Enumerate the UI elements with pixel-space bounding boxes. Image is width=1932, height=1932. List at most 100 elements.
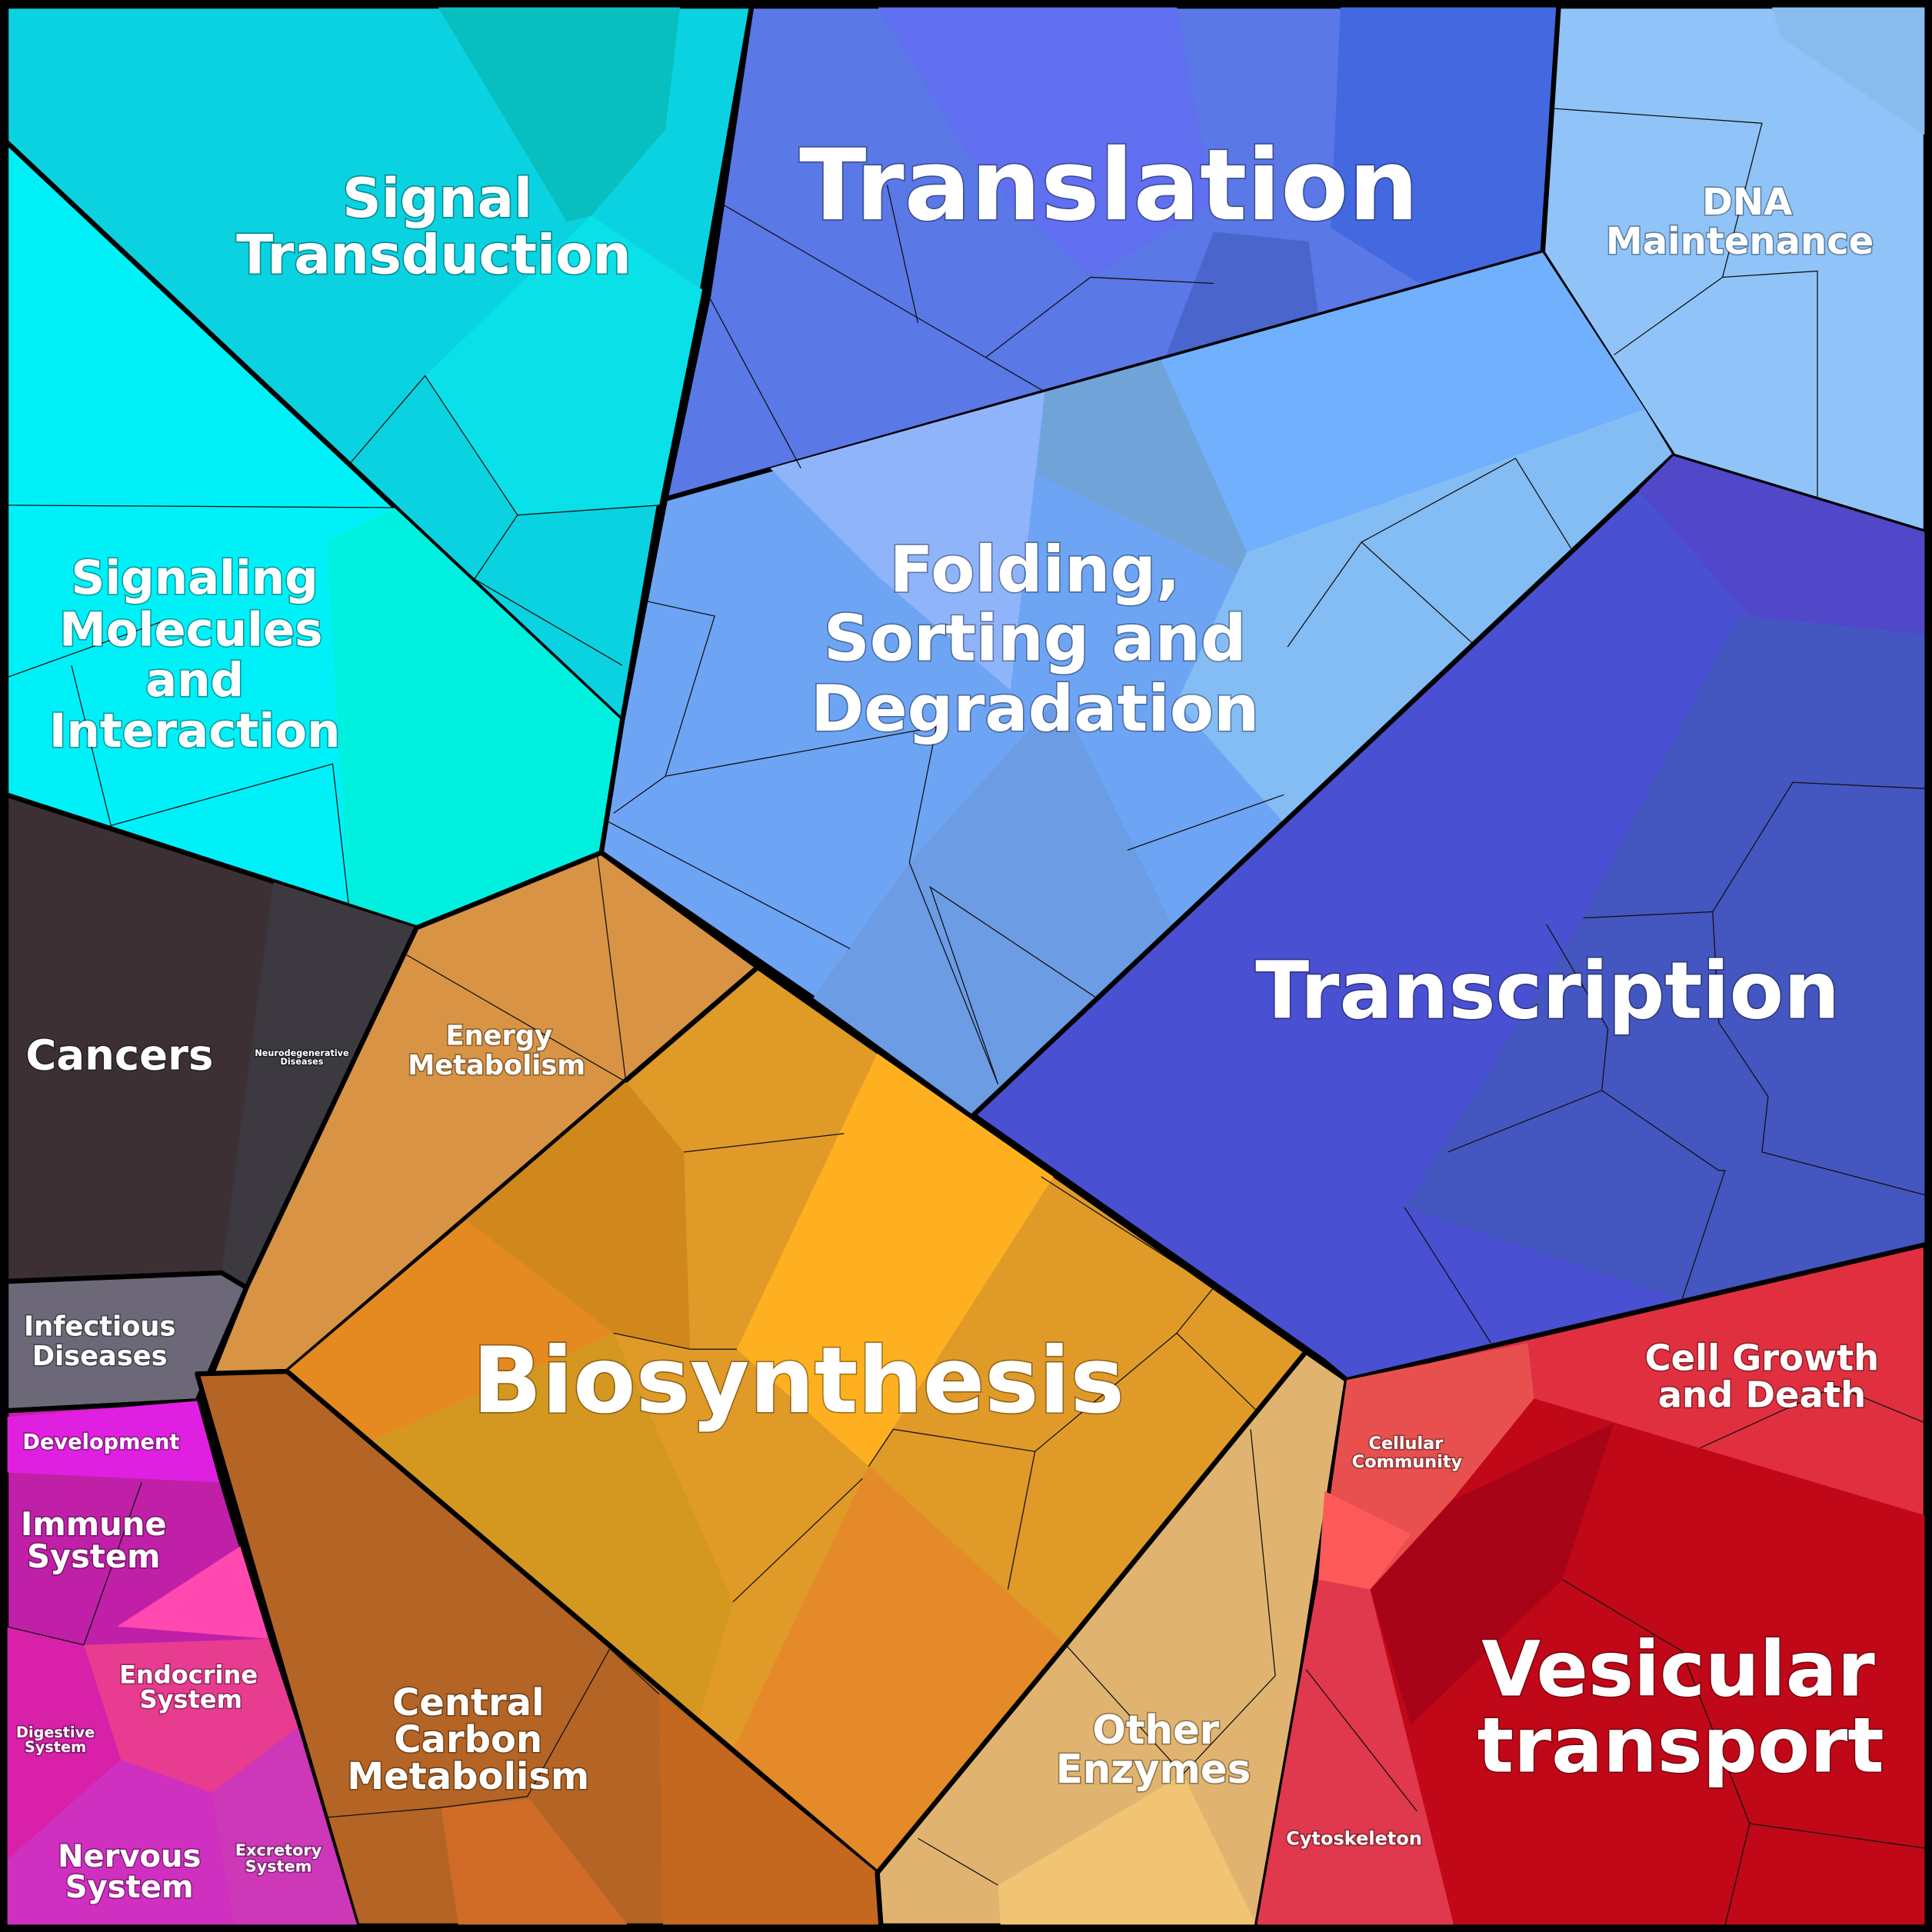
sub-region [659,1694,881,1926]
label-line: Cellular [1369,1434,1444,1454]
labels: Signal Transduction Signaling Molecules and… [15,128,1885,1907]
region-label: Energy Metabolism [408,1021,585,1081]
label-line: Diseases [281,1057,324,1067]
region-label: Immune System [21,1505,167,1575]
label-line: Sorting and [824,601,1247,676]
sub-region [998,1774,1257,1926]
label-line: Degradation [811,671,1259,746]
label-line: Transduction [236,224,631,287]
division-line [1361,458,1572,549]
label-line: Enzymes [1056,1747,1251,1793]
label-line: transport [1477,1702,1884,1790]
sub-region [437,6,681,222]
label-line: Infectious [24,1311,176,1343]
label-line: Development [22,1431,179,1454]
region-label: Nervous System [58,1839,201,1905]
division-line [613,601,716,814]
label-line: Vesicular [1481,1625,1875,1714]
division-line [473,515,623,666]
label-line: System [65,1870,194,1905]
division-line [6,505,395,508]
label-line: Maintenance [1606,220,1874,263]
label-line: Excretory [235,1841,322,1860]
sub-region [6,1626,121,1861]
region-label: Other Enzymes [1056,1707,1251,1793]
division-line [1552,108,1763,355]
sub-region [1331,6,1559,284]
region-label: Excretory System [235,1841,322,1876]
label-line: System [140,1684,242,1714]
division-line [1041,1176,1214,1334]
division-line [665,726,938,863]
label-line: System [25,1738,86,1756]
division-line [71,665,350,906]
label-line: Neurodegenerative [255,1048,349,1058]
sub-region [441,1798,629,1926]
division-line [1722,270,1818,499]
division-line [1065,1429,1276,1775]
division-line [351,375,660,516]
label-line: Carbon [394,1718,542,1761]
label-line: Cell Growth [1645,1337,1880,1378]
region-label: Cellular Community [1352,1434,1463,1472]
label-line: Other [1092,1707,1219,1754]
label-line: Energy [446,1021,553,1052]
label-line: Translation [799,128,1418,243]
label-line: Diseases [32,1341,168,1372]
label-line: Nervous [58,1839,201,1874]
region-label: Transcription [1255,945,1840,1037]
sub-region [6,1401,220,1483]
sub-region [6,1759,235,1926]
division-line [1700,1385,1927,1448]
region-label: Signal Transduction [236,167,631,287]
division-line [1127,794,1284,851]
sub-region [1257,1579,1454,1926]
division-lines [5,108,1927,1927]
label-line: System [27,1537,160,1575]
region-label: Translation [799,128,1418,243]
sub-region [369,1333,734,1750]
label-line: Cancers [25,1031,213,1080]
label-line: Signal [342,167,532,230]
sub-region [326,508,623,928]
division-line [613,1332,738,1350]
sub-region [737,1053,1054,1467]
region-label: Neurodegenerative Diseases [255,1048,349,1067]
sub-region [1370,1423,1614,1725]
label-line: Molecules [59,602,322,657]
division-line [684,1133,844,1153]
sub-region [770,391,1045,691]
label-line: Endocrine [119,1660,258,1689]
label-line: Signaling [71,551,318,605]
division-line [1447,1090,1726,1301]
division-line [5,621,161,678]
division-line [908,862,1098,1085]
division-line [1712,911,1927,1196]
division-line [1562,1579,1927,1849]
label-line: System [245,1857,312,1876]
region-label: Cancers [25,1031,213,1080]
region-label: Cell Growth and Death [1645,1337,1880,1415]
label-line: Biosynthesis [472,1327,1124,1434]
division-line [603,818,851,950]
sub-region [287,1220,614,1442]
sub-region [1164,232,1319,360]
division-line [732,1477,863,1603]
sub-region [222,882,417,1288]
label-line: and Death [1658,1374,1866,1416]
sub-region [212,1727,358,1926]
division-line [1724,1823,1750,1927]
division-line [1007,1451,1036,1590]
sub-region [117,1546,269,1639]
region-label: Infectious Diseases [24,1311,176,1372]
division-line [720,202,1045,393]
label-line: Central [392,1681,545,1724]
region-label: Signaling Molecules and Interaction [49,551,341,758]
region-label: DNA Maintenance [1606,181,1874,263]
sub-region [1318,1491,1411,1590]
region-label: Cytoskeleton [1286,1827,1422,1849]
